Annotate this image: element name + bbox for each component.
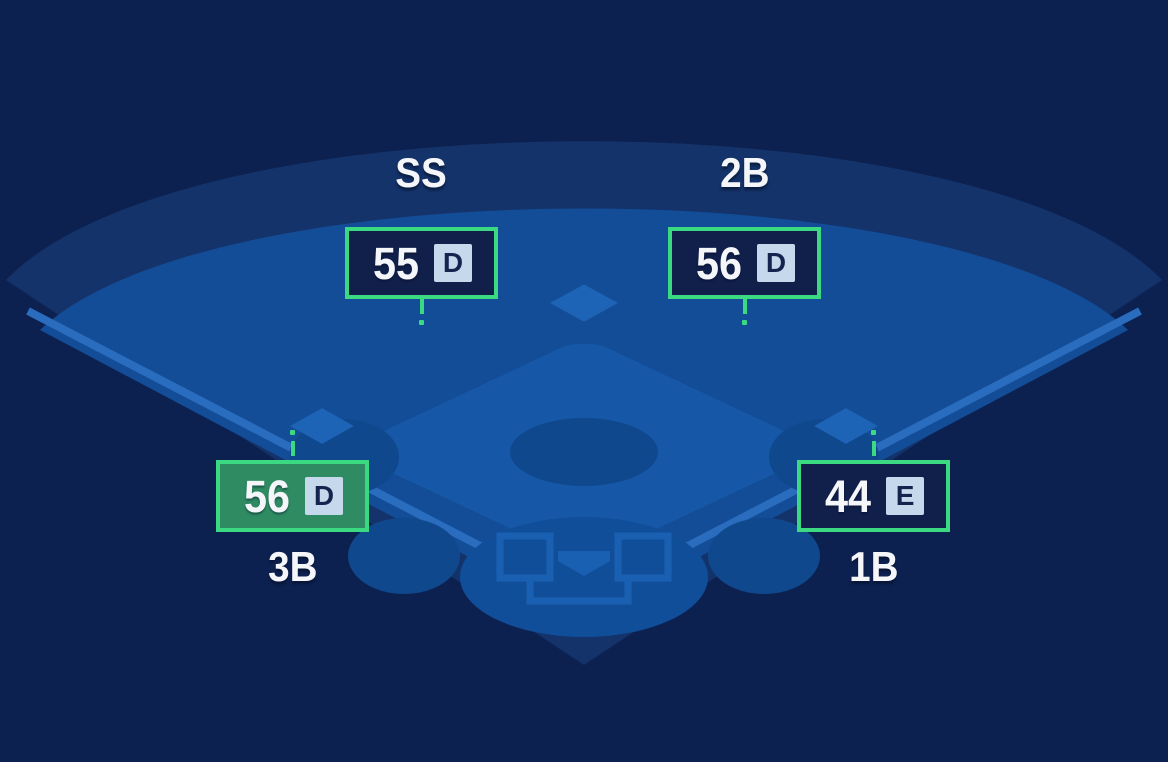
position-widget-1b: 44 E 1B — [797, 430, 950, 590]
rating-value: 56 — [695, 237, 743, 289]
rating-box-3b[interactable]: 56 D — [216, 460, 369, 532]
stem-line — [742, 299, 747, 314]
position-label-2b: 2B — [719, 149, 770, 196]
grade-badge: D — [305, 477, 344, 515]
right-batters-box — [614, 532, 672, 582]
position-widget-2b: 2B 56 D — [668, 150, 821, 325]
stem-dot — [742, 320, 747, 325]
position-label-3b: 3B — [267, 543, 318, 590]
pointer-stem — [290, 430, 295, 456]
stem-line — [290, 441, 295, 456]
position-label-ss: SS — [395, 149, 448, 196]
rating-value: 56 — [243, 470, 291, 522]
stem-line — [419, 299, 424, 314]
catchers-box — [526, 578, 632, 605]
grade-badge: D — [757, 244, 796, 282]
home-plate-circle — [460, 517, 708, 637]
position-widget-ss: SS 55 D — [345, 150, 498, 325]
pointer-stem — [419, 299, 424, 325]
rating-value: 55 — [372, 237, 420, 289]
rating-box-1b[interactable]: 44 E — [797, 460, 950, 532]
position-label-1b: 1B — [848, 543, 899, 590]
grade-badge: D — [434, 244, 473, 282]
stem-line — [871, 441, 876, 456]
left-on-deck-circle — [348, 518, 460, 594]
pointer-stem — [742, 299, 747, 325]
stem-dot — [419, 320, 424, 325]
rating-box-ss[interactable]: 55 D — [345, 227, 498, 299]
pointer-stem — [871, 430, 876, 456]
grade-badge: E — [886, 477, 925, 515]
left-batters-box — [496, 532, 554, 582]
stem-dot — [290, 430, 295, 435]
rating-box-2b[interactable]: 56 D — [668, 227, 821, 299]
right-on-deck-circle — [708, 518, 820, 594]
stem-dot — [871, 430, 876, 435]
pitchers-mound — [510, 418, 658, 486]
rating-value: 44 — [824, 470, 872, 522]
position-widget-3b: 56 D 3B — [216, 430, 369, 590]
home-plate — [558, 551, 610, 576]
